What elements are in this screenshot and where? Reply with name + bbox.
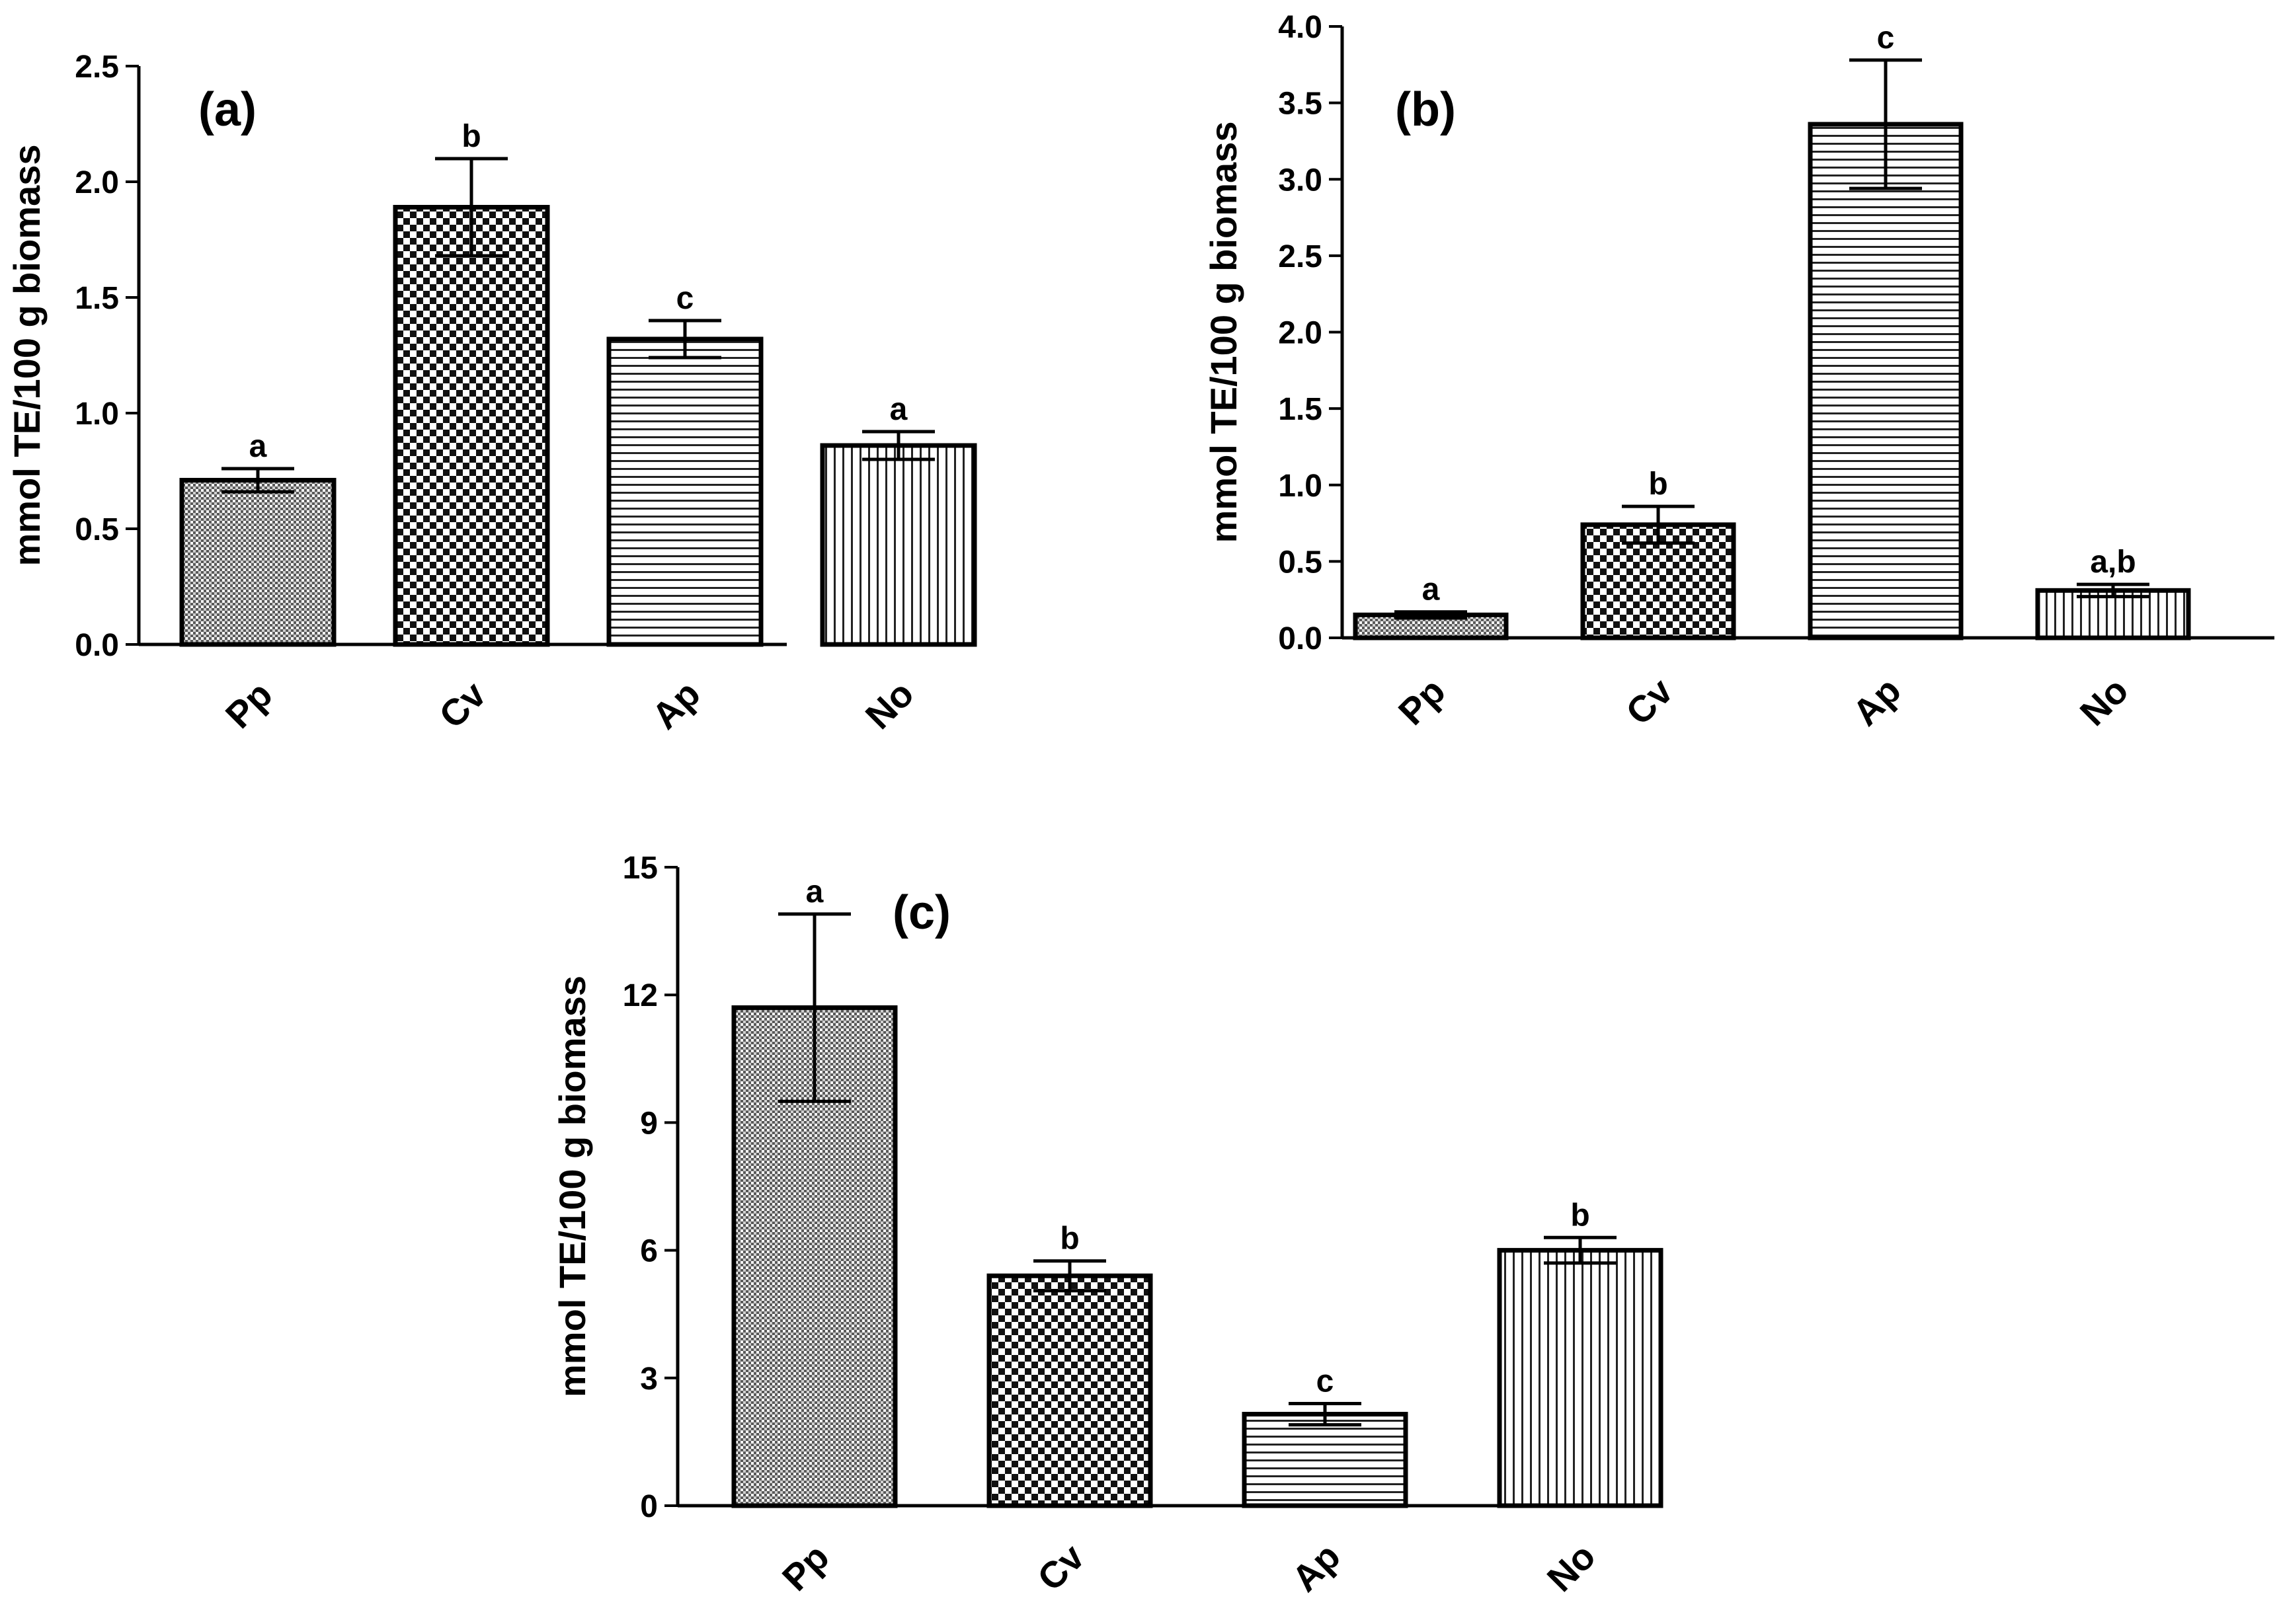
category-label-ap: Ap <box>1845 670 1909 734</box>
chart-panel-b: 0.0 0.5 1.0 1.5 2.0 2.5 3.0 3.5 4.0 mmol TE/100 g… <box>1203 10 2274 734</box>
significance-label: a <box>1422 572 1440 607</box>
significance-label: a,b <box>2090 545 2136 580</box>
y-tick-label: 0.0 <box>1278 621 1322 656</box>
y-tick-label: 2.0 <box>75 165 119 200</box>
category-label-pp: Pp <box>1390 670 1453 733</box>
y-axis-label: mmol TE/100 g biomass <box>6 145 48 566</box>
category-label-ap: Ap <box>1284 1535 1348 1600</box>
bar-no <box>820 443 977 647</box>
significance-label: a <box>806 874 824 909</box>
bar-pp <box>179 478 337 647</box>
significance-label: b <box>1060 1221 1079 1257</box>
y-tick-label: 2.5 <box>1278 239 1322 274</box>
category-label-cv: Cv <box>1029 1536 1092 1599</box>
significance-label: c <box>1316 1364 1334 1399</box>
bar-cv <box>986 1273 1153 1508</box>
y-tick-label: 2.5 <box>75 50 119 85</box>
bar-cv <box>393 205 550 647</box>
y-tick-label: 0.5 <box>1278 545 1322 580</box>
significance-label: a <box>249 429 267 464</box>
panel-title: (b) <box>1395 83 1456 136</box>
category-label-cv: Cv <box>431 674 494 736</box>
chart-panel-a: 0.0 0.5 1.0 1.5 2.0 2.5 mmol TE/100 g biomass (… <box>6 50 977 737</box>
y-axis-label: mmol TE/100 g biomass <box>551 976 593 1397</box>
significance-label: b <box>1648 467 1667 502</box>
panel-title: (a) <box>198 83 257 136</box>
y-tick-label: 1.5 <box>75 281 119 316</box>
significance-label: c <box>676 281 694 316</box>
y-tick-label: 3.5 <box>1278 87 1322 122</box>
y-tick-label: 3.0 <box>1278 163 1322 198</box>
y-tick-label: 3 <box>640 1362 658 1397</box>
y-tick-label: 2.0 <box>1278 316 1322 351</box>
bar-ap <box>606 336 764 647</box>
chart-panel-c: 0 3 6 9 12 15 mmol TE/100 g biomass (c) a Pp b Cv c A… <box>551 851 1663 1600</box>
y-tick-label: 0.5 <box>75 512 119 547</box>
y-tick-label: 9 <box>640 1106 658 1141</box>
bar-no <box>1497 1248 1663 1508</box>
y-tick-label: 0.0 <box>75 628 119 663</box>
category-label-cv: Cv <box>1618 670 1681 733</box>
category-label-no: No <box>1539 1535 1603 1600</box>
y-tick-label: 0 <box>640 1489 658 1524</box>
significance-label: b <box>1570 1198 1589 1233</box>
y-tick-label: 4.0 <box>1278 10 1322 45</box>
category-label-pp: Pp <box>774 1536 837 1599</box>
bar-ap <box>1242 1412 1408 1508</box>
significance-label: c <box>1877 20 1895 56</box>
category-label-ap: Ap <box>644 673 708 737</box>
y-tick-label: 15 <box>623 851 658 886</box>
panel-title: (c) <box>893 886 951 939</box>
y-axis-label: mmol TE/100 g biomass <box>1203 122 1244 543</box>
y-tick-label: 1.5 <box>1278 392 1322 427</box>
bar-ap <box>1808 122 1964 640</box>
category-label-pp: Pp <box>218 674 280 736</box>
category-label-no: No <box>858 673 922 737</box>
y-tick-label: 6 <box>640 1234 658 1269</box>
significance-label: b <box>461 119 481 154</box>
significance-label: a <box>890 392 908 427</box>
bar-no <box>2035 588 2191 640</box>
category-label-no: No <box>2072 670 2136 734</box>
y-tick-label: 12 <box>623 978 658 1013</box>
y-tick-label: 1.0 <box>75 397 119 432</box>
y-tick-label: 1.0 <box>1278 469 1322 504</box>
